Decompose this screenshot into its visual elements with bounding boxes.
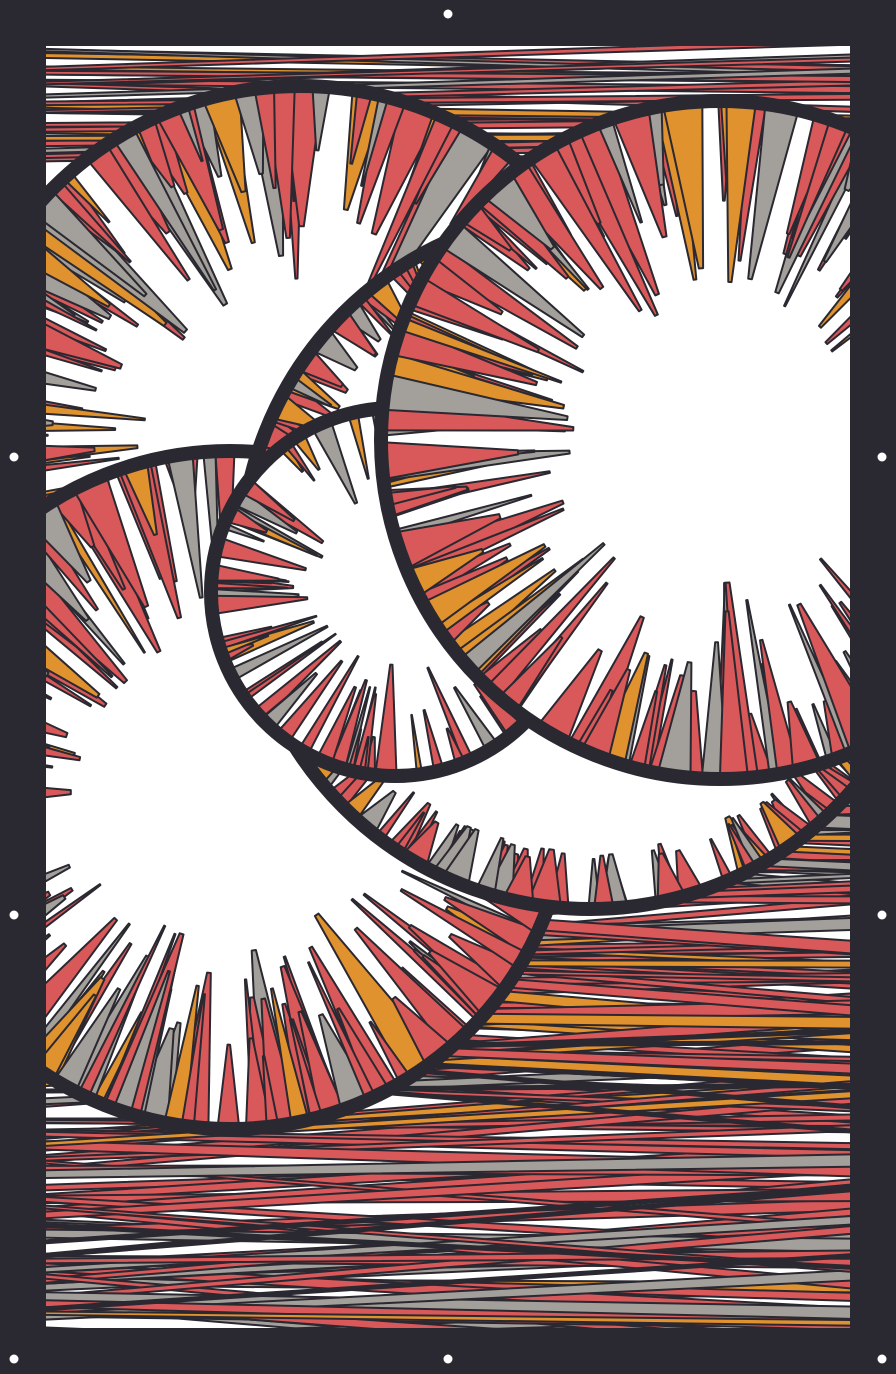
spike bbox=[46, 412, 117, 434]
spike bbox=[718, 610, 753, 785]
mounting-hole bbox=[877, 452, 887, 462]
spike bbox=[46, 496, 90, 622]
spike bbox=[46, 575, 50, 678]
strip bbox=[46, 1310, 850, 1327]
circle-ring bbox=[374, 94, 850, 786]
spike bbox=[46, 312, 103, 373]
spike bbox=[822, 116, 850, 264]
spike bbox=[46, 337, 97, 392]
spike bbox=[375, 439, 520, 485]
spike bbox=[656, 95, 705, 270]
spike bbox=[838, 144, 850, 292]
spike bbox=[725, 95, 761, 284]
spike bbox=[46, 169, 148, 298]
spike bbox=[160, 445, 204, 599]
spike bbox=[46, 942, 68, 1053]
spike bbox=[46, 387, 146, 422]
mounting-hole bbox=[443, 9, 453, 19]
mounting-hole bbox=[9, 1354, 19, 1364]
spike bbox=[46, 615, 53, 701]
spike bbox=[819, 557, 850, 725]
spike bbox=[46, 440, 96, 483]
spike bbox=[46, 771, 72, 819]
spike bbox=[830, 205, 850, 353]
spike bbox=[46, 933, 51, 1027]
spike bbox=[46, 474, 92, 584]
burst-circles bbox=[46, 79, 850, 1136]
spike bbox=[46, 698, 82, 762]
spike bbox=[46, 692, 76, 757]
strip bbox=[46, 1160, 850, 1220]
spike bbox=[108, 445, 182, 620]
spike bbox=[46, 993, 98, 1104]
strip bbox=[46, 1153, 850, 1180]
strip bbox=[46, 56, 850, 86]
spike bbox=[46, 916, 118, 1077]
spike bbox=[46, 863, 71, 962]
spike bbox=[842, 650, 850, 762]
spike bbox=[375, 367, 569, 421]
mounting-hole bbox=[9, 452, 19, 462]
spike bbox=[834, 149, 850, 299]
spike bbox=[46, 456, 120, 490]
dark-strip bbox=[46, 1187, 850, 1258]
spike bbox=[46, 209, 112, 308]
spike bbox=[46, 592, 93, 708]
dark-strip bbox=[46, 1223, 850, 1270]
spike bbox=[46, 278, 123, 370]
spike bbox=[46, 511, 128, 685]
spike bbox=[46, 894, 67, 1008]
mounting-holes bbox=[9, 9, 887, 1364]
spike bbox=[844, 126, 850, 240]
spike bbox=[46, 883, 102, 1011]
spike bbox=[176, 993, 206, 1135]
spike bbox=[46, 890, 52, 991]
spike bbox=[46, 256, 98, 332]
strip bbox=[46, 46, 839, 72]
spike bbox=[46, 887, 74, 999]
spike bbox=[46, 537, 119, 690]
strip bbox=[46, 1326, 84, 1328]
spike bbox=[46, 428, 49, 442]
spike bbox=[46, 217, 112, 321]
spike bbox=[46, 454, 91, 480]
spike bbox=[747, 95, 807, 281]
spike bbox=[46, 650, 69, 739]
spike bbox=[46, 488, 99, 612]
spike bbox=[818, 156, 850, 329]
mounting-hole bbox=[9, 910, 19, 920]
spike bbox=[838, 600, 850, 742]
spike bbox=[843, 103, 850, 192]
mounting-hole bbox=[443, 1354, 453, 1364]
strip bbox=[46, 1291, 850, 1321]
mounting-hole bbox=[877, 1354, 887, 1364]
art-canvas bbox=[46, 46, 850, 1328]
spike bbox=[796, 602, 850, 779]
spike bbox=[46, 735, 54, 769]
spike bbox=[786, 95, 850, 259]
spike bbox=[46, 558, 101, 699]
spike bbox=[824, 183, 850, 346]
spike bbox=[46, 529, 114, 679]
mounting-hole bbox=[877, 910, 887, 920]
spike bbox=[46, 396, 54, 438]
spike bbox=[370, 663, 399, 782]
spike bbox=[46, 274, 108, 353]
spike bbox=[270, 987, 317, 1135]
spike bbox=[818, 583, 850, 746]
